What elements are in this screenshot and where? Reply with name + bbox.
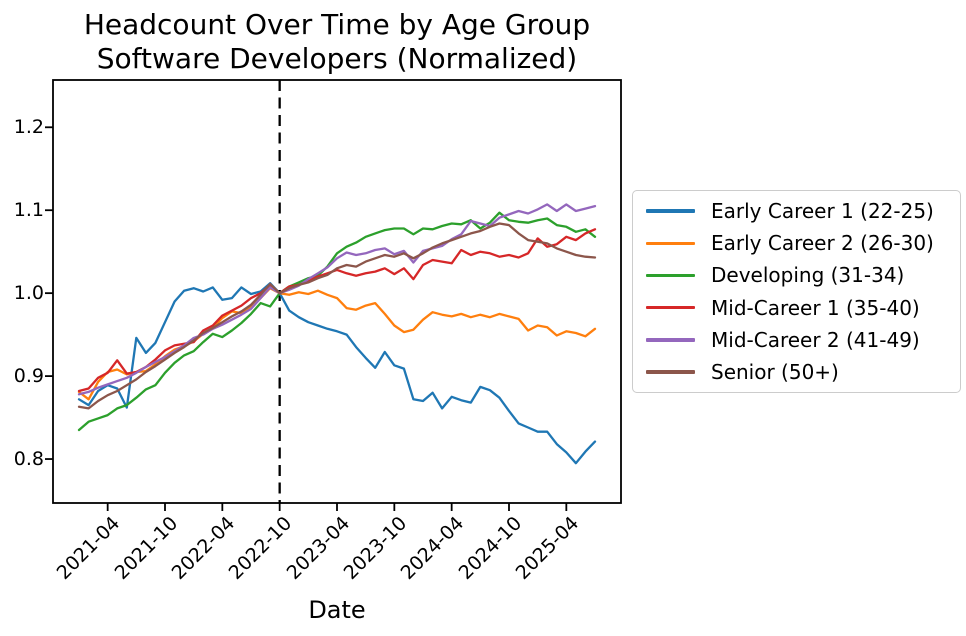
plot-frame (52, 79, 622, 504)
series-line-early-career-1-22-25 (77, 282, 597, 465)
y-axis-tick-label: 0.8 (13, 448, 44, 471)
legend-item-senior-50: Senior (50+) (633, 356, 960, 388)
chart-title-line-1: Headcount Over Time by Age Group (83, 8, 591, 41)
legend-item-label: Senior (50+) (711, 360, 839, 385)
legend-line-swatch (646, 241, 695, 245)
y-axis-tick-label: 1.0 (13, 282, 44, 305)
legend: Early Career 1 (22-25) Early Career 2 (26… (632, 190, 961, 393)
legend-line-swatch (646, 209, 695, 213)
y-axis-tick-label: 0.9 (13, 365, 44, 388)
legend-line-swatch (646, 273, 695, 278)
legend-item-label: Mid-Career 2 (41-49) (711, 327, 920, 352)
y-axis-tick-label: 1.1 (13, 199, 44, 222)
legend-item-developing-31-34: Developing (31-34) (633, 259, 960, 291)
legend-item-label: Early Career 2 (26-30) (711, 231, 934, 256)
legend-item-label: Mid-Career 1 (35-40) (711, 295, 920, 320)
legend-line-swatch (646, 338, 695, 342)
series-line-developing-31-34 (77, 211, 597, 432)
legend-item-early-career-2-26-30: Early Career 2 (26-30) (633, 227, 960, 259)
legend-item-label: Developing (31-34) (711, 263, 905, 288)
legend-line-swatch (646, 370, 695, 374)
legend-line-swatch (646, 305, 695, 310)
y-axis-tick-label: 1.2 (13, 116, 44, 139)
legend-item-mid-career-1-35-40: Mid-Career 1 (35-40) (633, 292, 960, 324)
series-line-mid-career-1-35-40 (77, 228, 597, 393)
legend-item-mid-career-2-41-49: Mid-Career 2 (41-49) (633, 324, 960, 356)
legend-item-label: Early Career 1 (22-25) (711, 199, 934, 224)
series-line-senior-50 (77, 222, 597, 410)
chart-title: Headcount Over Time by Age Group Softwar… (43, 8, 631, 76)
chart-title-line-2: Software Developers (Normalized) (96, 42, 578, 75)
x-axis-label: Date (308, 596, 366, 624)
legend-item-early-career-1-22-25: Early Career 1 (22-25) (633, 195, 960, 227)
axis-tick-marks (45, 126, 568, 511)
series-line-mid-career-2-41-49 (77, 203, 597, 396)
